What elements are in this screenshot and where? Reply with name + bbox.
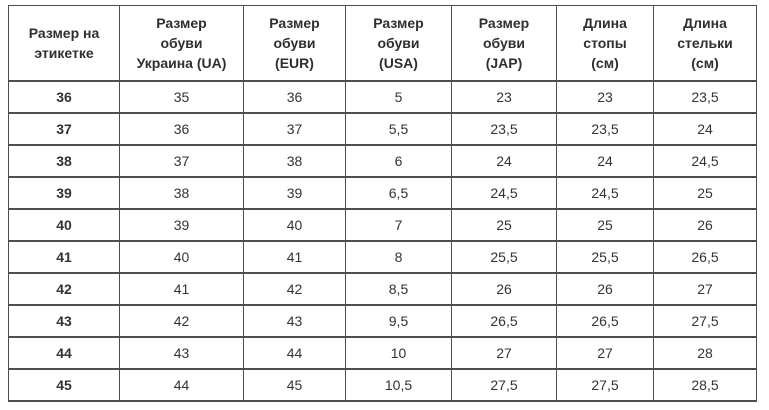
row-size-label: 44 [8,336,120,370]
table-cell: 39 [243,176,346,210]
table-cell: 23,5 [556,112,654,146]
header-cell: Длина стельки (см) [653,5,757,82]
table-cell: 27,5 [556,368,654,402]
table-row: 41 40 41 8 25,5 25,5 26,5 [8,240,757,274]
table-cell: 27,5 [451,368,557,402]
table-row: 39 38 39 6,5 24,5 24,5 25 [8,176,757,210]
table-cell: 38 [243,144,346,178]
table-cell: 6,5 [345,176,452,210]
table-cell: 37 [119,144,244,178]
table-cell: 25 [451,208,557,242]
header-cell: Размер обуви (JAP) [451,5,557,82]
table-cell: 40 [119,240,244,274]
table-cell: 26 [451,272,557,306]
table-cell: 26,5 [556,304,654,338]
table-cell: 42 [119,304,244,338]
header-cell: Размер на этикетке [8,5,120,82]
row-size-label: 37 [8,112,120,146]
table-cell: 24 [653,112,757,146]
table-cell: 26,5 [451,304,557,338]
table-cell: 40 [243,208,346,242]
row-size-label: 42 [8,272,120,306]
table-cell: 38 [119,176,244,210]
header-cell: Длина стопы (см) [556,5,654,82]
table-cell: 25,5 [556,240,654,274]
table-cell: 36 [119,112,244,146]
table-cell: 39 [119,208,244,242]
table-cell: 27,5 [653,304,757,338]
row-size-label: 43 [8,304,120,338]
table-cell: 5,5 [345,112,452,146]
shoe-size-table: Размер на этикетке Размер обуви Украина (… [8,5,757,402]
table-cell: 24,5 [556,176,654,210]
table-cell: 23,5 [451,112,557,146]
table-cell: 10 [345,336,452,370]
table-cell: 23 [451,80,557,114]
table-cell: 41 [119,272,244,306]
table-row: 44 43 44 10 27 27 28 [8,336,757,370]
table-row: 37 36 37 5,5 23,5 23,5 24 [8,112,757,146]
table-cell: 6 [345,144,452,178]
table-cell: 36 [243,80,346,114]
row-size-label: 40 [8,208,120,242]
table-cell: 24 [556,144,654,178]
table-row: 38 37 38 6 24 24 24,5 [8,144,757,178]
table-row: 42 41 42 8,5 26 26 27 [8,272,757,306]
table-cell: 27 [451,336,557,370]
table-cell: 24,5 [653,144,757,178]
table-cell: 26 [556,272,654,306]
header-row: Размер на этикетке Размер обуви Украина (… [8,5,757,82]
table-cell: 27 [653,272,757,306]
table-cell: 28 [653,336,757,370]
row-size-label: 38 [8,144,120,178]
table-cell: 27 [556,336,654,370]
table-body: 36 35 36 5 23 23 23,5 37 36 37 5,5 23,5 23,5 24 38 37 38… [8,80,757,402]
table-cell: 9,5 [345,304,452,338]
table-row: 40 39 40 7 25 25 26 [8,208,757,242]
table-cell: 25 [556,208,654,242]
table-cell: 42 [243,272,346,306]
size-table-container: Размер на этикетке Размер обуви Украина (… [8,5,757,402]
table-cell: 8,5 [345,272,452,306]
table-cell: 44 [119,368,244,402]
table-cell: 37 [243,112,346,146]
table-cell: 25,5 [451,240,557,274]
table-cell: 44 [243,336,346,370]
table-cell: 24,5 [451,176,557,210]
row-size-label: 45 [8,368,120,402]
table-cell: 43 [243,304,346,338]
table-cell: 41 [243,240,346,274]
table-cell: 25 [653,176,757,210]
row-size-label: 36 [8,80,120,114]
header-cell: Размер обуви (USA) [345,5,452,82]
header-cell: Размер обуви Украина (UA) [119,5,244,82]
table-cell: 26,5 [653,240,757,274]
table-cell: 10,5 [345,368,452,402]
table-row: 43 42 43 9,5 26,5 26,5 27,5 [8,304,757,338]
table-cell: 5 [345,80,452,114]
table-cell: 23 [556,80,654,114]
table-header: Размер на этикетке Размер обуви Украина (… [8,5,757,82]
table-cell: 7 [345,208,452,242]
table-cell: 28,5 [653,368,757,402]
header-cell: Размер обуви (EUR) [243,5,346,82]
table-row: 45 44 45 10,5 27,5 27,5 28,5 [8,368,757,402]
table-cell: 26 [653,208,757,242]
row-size-label: 39 [8,176,120,210]
table-cell: 45 [243,368,346,402]
row-size-label: 41 [8,240,120,274]
table-cell: 24 [451,144,557,178]
table-cell: 23,5 [653,80,757,114]
table-cell: 8 [345,240,452,274]
table-cell: 43 [119,336,244,370]
table-cell: 35 [119,80,244,114]
table-row: 36 35 36 5 23 23 23,5 [8,80,757,114]
